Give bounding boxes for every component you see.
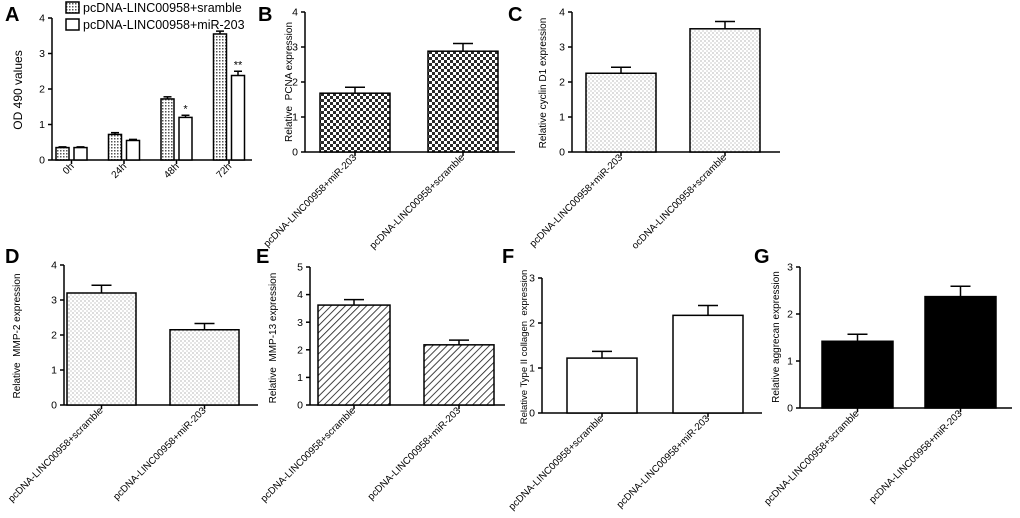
x-tick-label: pcDNA-LINC00958+scramble [6,405,106,505]
panel-label: C [508,4,522,26]
bar-pcdna-linc00958-scramble [317,304,391,406]
legend-swatch [65,1,80,14]
panel-label: B [258,4,272,26]
legend-label: pcDNA-LINC00958+miR-203 [83,18,245,32]
x-tick-label: pcDNA-LINC00958+miR-203 [366,405,464,503]
bar-pcdna-linc00958-scramble [66,292,137,406]
y-tick-label: 0 [559,147,565,159]
panel-a: A 0 1 2 3 4 OD 490 values 0h 24h 48h 72h pcDNA-LINC… [5,1,252,181]
y-tick-label: 3 [559,42,565,54]
y-tick-label: 2 [292,77,298,89]
y-tick-label: 1 [39,119,45,131]
x-tick-label: pcDNA-LINC00958+scramble [368,152,468,252]
x-tick-label: pcDNA-LINC00958+miR-203 [111,405,209,503]
y-tick-label: 4 [51,260,57,272]
y-tick-label: 1 [297,372,303,384]
y-tick-label: 5 [297,262,303,274]
bar-72h-series-2 [230,74,246,161]
y-tick-label: 4 [559,7,565,19]
x-tick-label: pcDNA-LINC00958+miR-203 [528,152,626,250]
bar-48h-series-2 [178,116,193,161]
x-tick-label: pcDNA-LINC00958+miR-203 [867,408,965,506]
bar-pcdna-linc00958-mir-203 [585,72,657,153]
panel-label: A [5,4,19,26]
y-axis-label: Relative MMP-2 expression [12,273,23,398]
bar-pcdna-linc00958-scramble [427,50,499,153]
y-tick-label: 0 [297,400,303,412]
panel-b: B 0 1 2 3 4 Relative PCNA expression pcDNA-LINC… [258,4,515,252]
panel-label: E [256,246,269,268]
y-tick-label: 2 [787,309,793,321]
bar-pcdna-linc00958-mir-203 [423,344,495,406]
y-tick-label: 3 [787,262,793,274]
bar-pcdna-linc00958-scramble [821,340,894,409]
bar-ocdna-linc00958-scramble [689,28,761,153]
y-tick-label: 2 [51,330,57,342]
y-tick-label: 3 [297,317,303,329]
y-tick-label: 3 [51,295,57,307]
bar-0h-series-2 [73,146,88,161]
y-tick-label: 0 [39,155,45,167]
x-tick-label: 24h [110,161,130,181]
y-tick-label: 1 [529,363,535,375]
bar-0h-series-1 [55,146,70,161]
panel-c: C 0 1 2 3 4 Relative cyclin D1 expression pcDNA… [508,4,780,252]
x-tick-label: pcDNA-LINC00958+scramble [507,413,607,513]
bar-pcdna-linc00958-mir-203 [924,295,997,409]
bar-pcdna-linc00958-mir-203 [319,92,391,153]
x-tick-label: pcDNA-LINC00958+miR-203 [615,413,713,511]
y-tick-label: 2 [297,344,303,356]
panel-label: D [5,246,19,268]
bar-24h-series-1 [107,133,123,161]
bar-72h-series-1 [212,33,228,161]
legend-label: pcDNA-LINC00958+sramble [83,1,242,15]
y-tick-label: 3 [292,42,298,54]
x-tick-label: ocDNA-LINC00958+scramble [630,152,730,252]
x-tick-label: 0h [61,161,77,177]
x-tick-label: pcDNA-LINC00958+miR-203 [262,152,360,250]
y-tick-label: 2 [529,318,535,330]
bar-pcdna-linc00958-mir-203 [169,329,240,406]
y-tick-label: 1 [787,356,793,368]
significance-marker: * [183,103,188,115]
bar-24h-series-2 [125,139,141,161]
panel-label: F [502,246,514,268]
y-axis-label: Relative Type II collagen expression [519,270,530,425]
panel-d: D 0 1 2 3 4 Relative MMP-2 expression pcDNA-LIN… [5,246,258,505]
x-tick-label: pcDNA-LINC00958+scramble [762,408,862,508]
y-tick-label: 2 [39,84,45,96]
y-axis-label: OD 490 values [11,50,25,129]
y-tick-label: 1 [51,365,57,377]
significance-marker: ** [234,59,243,71]
bar-pcdna-linc00958-mir-203 [672,314,744,414]
y-axis-label: Relative MMP-13 expression [268,273,279,404]
y-axis-label: Relative aggrecan expression [771,271,782,403]
x-tick-label: pcDNA-LINC00958+scramble [259,405,359,505]
y-tick-label: 0 [787,403,793,415]
panel-label: G [754,246,770,268]
y-tick-label: 3 [529,273,535,285]
y-tick-label: 3 [39,48,45,60]
y-tick-label: 4 [297,289,303,301]
bar-48h-series-1 [160,98,175,161]
y-tick-label: 0 [292,147,298,159]
y-tick-label: 0 [51,400,57,412]
x-tick-label: 48h [162,161,182,181]
y-tick-label: 1 [292,112,298,124]
x-tick-label: 72h [215,161,235,181]
y-axis-label: Relative cyclin D1 expression [538,18,549,149]
y-tick-label: 1 [559,112,565,124]
y-axis-label: Relative PCNA expression [284,22,295,142]
y-tick-label: 2 [559,77,565,89]
y-tick-label: 4 [39,13,45,25]
panel-g: G 0 1 2 3 Relative aggrecan expression pcDNA-L… [754,246,1012,508]
y-tick-label: 4 [292,7,298,19]
bar-pcdna-linc00958-scramble [566,357,638,414]
legend-swatch [65,18,80,31]
y-tick-label: 0 [529,408,535,420]
